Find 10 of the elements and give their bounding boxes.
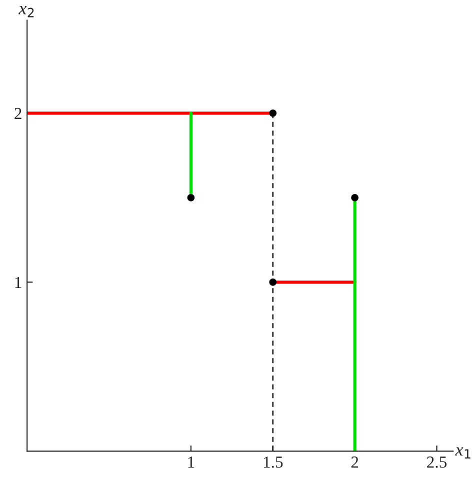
x-tick-label: 1.5 — [264, 456, 283, 468]
x-tick-label: 1 — [188, 456, 194, 468]
x-tick-label: 2 — [351, 456, 358, 468]
x-axis-title: x$_{1}$ — [455, 447, 470, 458]
point — [269, 278, 277, 286]
point — [269, 110, 277, 117]
point — [187, 194, 195, 202]
point — [351, 194, 358, 202]
y-axis-title: x$_{2}$ — [18, 6, 34, 18]
x-tick-label: 2.5 — [427, 456, 447, 468]
